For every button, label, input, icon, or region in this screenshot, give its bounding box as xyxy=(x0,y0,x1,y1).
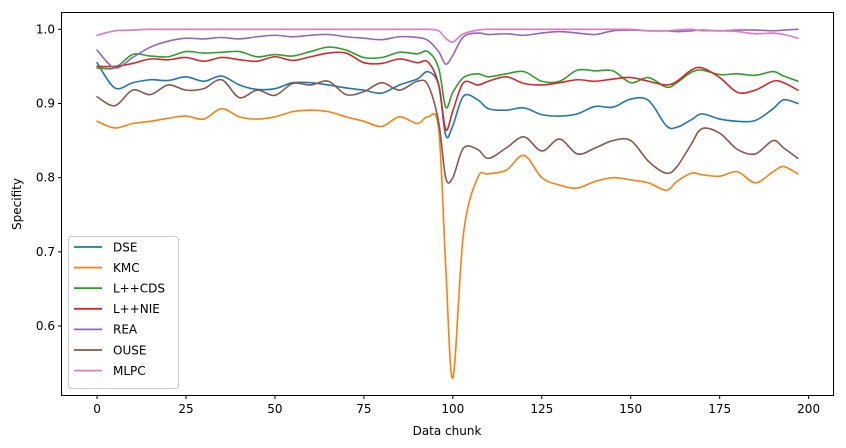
x-tick-label: 125 xyxy=(530,402,553,416)
y-axis-label: Specifity xyxy=(10,178,24,230)
x-tick-label: 175 xyxy=(708,402,731,416)
x-axis-ticks: 0 25 50 75 100 125 150 175 200 xyxy=(93,395,820,416)
x-tick-label: 100 xyxy=(441,402,464,416)
plot-frame xyxy=(61,12,834,396)
y-tick-label: 0.6 xyxy=(36,319,55,333)
legend-label: MLPC xyxy=(113,364,146,378)
legend-label: REA xyxy=(113,323,138,337)
series-line-rea xyxy=(96,28,799,69)
y-tick-label: 0.9 xyxy=(36,96,55,110)
plot-lines xyxy=(96,28,799,379)
legend-label: L++NIE xyxy=(113,302,160,316)
y-tick-label: 0.8 xyxy=(36,171,55,185)
x-tick-label: 200 xyxy=(797,402,820,416)
x-axis-label: Data chunk xyxy=(413,424,482,438)
legend-label: DSE xyxy=(113,240,137,254)
x-tick-label: 150 xyxy=(619,402,642,416)
x-tick-label: 50 xyxy=(267,402,282,416)
series-line-ouse xyxy=(96,78,799,184)
legend-label: OUSE xyxy=(113,343,146,357)
series-line-mlpc xyxy=(96,28,799,43)
x-tick-label: 25 xyxy=(178,402,193,416)
legend: DSE KMC L++CDS L++NIE REA OUSE MLPC xyxy=(68,236,179,389)
x-tick-label: 0 xyxy=(93,402,101,416)
y-tick-label: 0.7 xyxy=(36,245,55,259)
series-line-l-cds xyxy=(96,46,799,109)
series-line-dse xyxy=(96,61,799,139)
y-axis-ticks: 0.6 0.7 0.8 0.9 1.0 xyxy=(36,22,62,333)
legend-label: KMC xyxy=(113,261,140,275)
x-tick-label: 75 xyxy=(356,402,371,416)
legend-label: L++CDS xyxy=(113,282,165,296)
y-tick-label: 1.0 xyxy=(36,22,55,36)
series-line-l-nie xyxy=(96,51,799,132)
series-line-kmc xyxy=(96,107,799,379)
